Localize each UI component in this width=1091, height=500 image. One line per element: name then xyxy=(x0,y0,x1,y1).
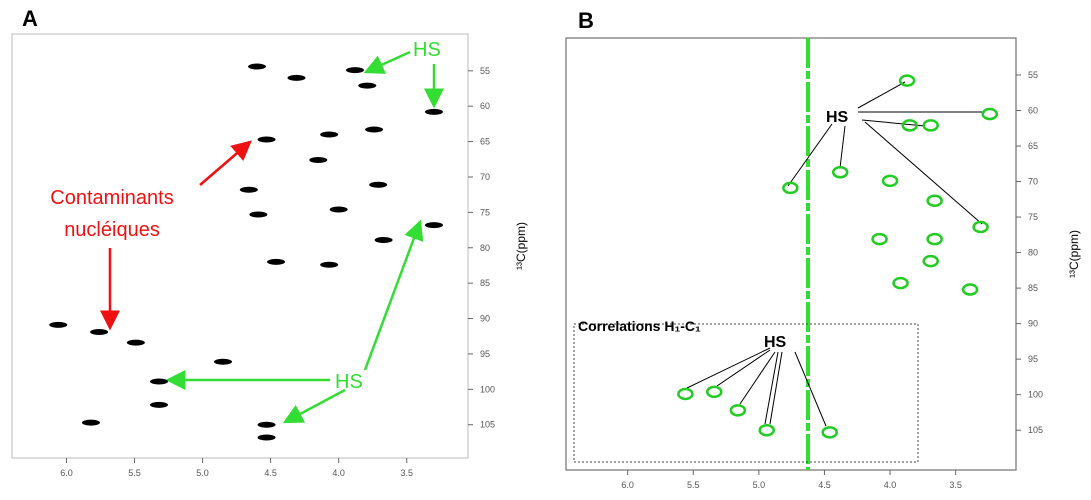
x-tick-label: 5.5 xyxy=(128,468,141,478)
peak xyxy=(758,423,775,437)
y-tick-label: 75 xyxy=(1028,212,1038,222)
peak xyxy=(346,67,365,74)
peak xyxy=(267,258,286,265)
annotation: Contaminants xyxy=(50,187,173,209)
peak xyxy=(677,387,694,401)
annotation: HS xyxy=(335,371,363,393)
peak xyxy=(90,329,109,336)
annotation: nucléiques xyxy=(64,219,160,241)
x-tick-label: 6.0 xyxy=(621,480,634,490)
annotation: HS xyxy=(764,334,787,351)
peak xyxy=(320,261,339,268)
peak xyxy=(901,119,918,132)
x-tick-label: 4.5 xyxy=(264,468,277,478)
y-tick-label: 55 xyxy=(480,66,490,76)
peak xyxy=(981,107,999,121)
panel-label: B xyxy=(578,8,594,33)
peak xyxy=(239,186,258,193)
peak xyxy=(257,136,276,143)
y-tick-label: 70 xyxy=(1028,177,1038,187)
y-tick-label: 105 xyxy=(1028,425,1043,435)
peak xyxy=(126,339,145,346)
y-tick-label: 95 xyxy=(1028,354,1038,364)
peak xyxy=(926,232,943,246)
peak xyxy=(150,378,169,385)
peak xyxy=(358,82,377,89)
peak xyxy=(374,236,393,243)
peak xyxy=(150,401,169,408)
x-tick-label: 5.5 xyxy=(687,480,700,490)
peak xyxy=(320,131,339,138)
x-tick-label: 5.0 xyxy=(196,468,209,478)
peak xyxy=(249,211,268,218)
arrows xyxy=(100,140,252,331)
peak xyxy=(961,283,979,296)
peak xyxy=(81,419,100,426)
peak xyxy=(424,222,443,229)
x-tick-label: 5.0 xyxy=(753,480,766,490)
frame xyxy=(11,33,469,459)
y-tick-label: 85 xyxy=(1028,283,1038,293)
y-tick-label: 100 xyxy=(1028,390,1043,400)
peak xyxy=(424,108,443,115)
y-tick-label: 75 xyxy=(480,207,490,217)
y-tick-label: 65 xyxy=(480,137,490,147)
peak xyxy=(922,254,939,268)
leader-lines xyxy=(686,81,985,427)
peak xyxy=(257,421,276,428)
annotation: HS xyxy=(826,109,849,126)
x-tick-label: 6.0 xyxy=(60,468,73,478)
x-tick-label: 3.5 xyxy=(949,480,962,490)
y-tick-label: 60 xyxy=(1028,105,1038,115)
peak xyxy=(892,276,909,290)
y-tick-label: 80 xyxy=(1028,248,1038,258)
annotation: HS xyxy=(413,39,441,61)
arrows xyxy=(165,50,444,424)
x-tick-label: 4.0 xyxy=(884,480,897,490)
peak xyxy=(49,321,68,328)
peak xyxy=(309,156,328,163)
y-tick-label: 90 xyxy=(1028,319,1038,329)
y-tick-label: 80 xyxy=(480,243,490,253)
y-tick-label: 100 xyxy=(480,384,495,394)
peak xyxy=(926,194,943,207)
peak xyxy=(706,385,723,399)
y-tick-label: 95 xyxy=(480,349,490,359)
peak xyxy=(248,63,267,70)
frame xyxy=(565,37,1017,471)
peak xyxy=(365,126,384,133)
y-tick-label: 105 xyxy=(480,420,495,430)
x-tick-label: 4.0 xyxy=(332,468,345,478)
y-tick-label: 90 xyxy=(480,314,490,324)
region-box xyxy=(573,323,919,463)
peak xyxy=(257,434,276,441)
y-tick-label: 70 xyxy=(480,172,490,182)
peak xyxy=(287,74,306,81)
panel-label: A xyxy=(22,6,38,31)
y-tick-label: 85 xyxy=(480,278,490,288)
peak xyxy=(821,426,838,439)
peak xyxy=(729,404,747,417)
annotation: Correlations H₁-C₁ xyxy=(578,318,701,334)
peak xyxy=(972,220,989,234)
peak xyxy=(898,74,916,87)
peak xyxy=(329,206,348,213)
y-tick-label: 55 xyxy=(1028,70,1038,80)
peak xyxy=(831,166,849,179)
y-tick-label: 60 xyxy=(480,101,490,111)
peak xyxy=(871,232,888,246)
peak xyxy=(881,174,899,188)
peak xyxy=(782,181,799,195)
y-axis-label: ¹³C(ppm) xyxy=(514,222,528,270)
x-tick-label: 3.5 xyxy=(400,468,413,478)
y-axis-label: ¹³C(ppm) xyxy=(1067,230,1081,278)
x-tick-label: 4.5 xyxy=(818,480,831,490)
peak xyxy=(369,181,388,188)
peak xyxy=(922,119,939,132)
peak xyxy=(213,358,232,365)
y-tick-label: 65 xyxy=(1028,141,1038,151)
